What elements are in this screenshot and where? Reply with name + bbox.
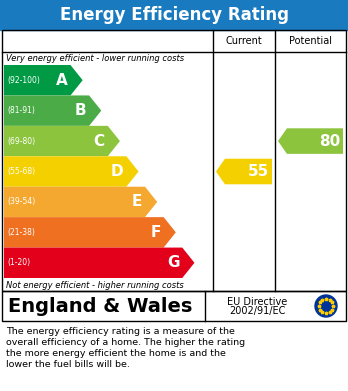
Text: 55: 55 <box>248 164 269 179</box>
Polygon shape <box>4 126 120 156</box>
Polygon shape <box>4 95 101 126</box>
Text: overall efficiency of a home. The higher the rating: overall efficiency of a home. The higher… <box>6 338 245 347</box>
Bar <box>0 0 348 30</box>
Text: (1-20): (1-20) <box>7 258 30 267</box>
Text: England & Wales: England & Wales <box>8 296 192 316</box>
Text: B: B <box>74 103 86 118</box>
Text: C: C <box>94 134 105 149</box>
Text: (92-100): (92-100) <box>7 76 40 85</box>
Polygon shape <box>4 156 139 187</box>
Bar <box>2 291 346 321</box>
Text: Current: Current <box>226 36 262 46</box>
Polygon shape <box>216 159 272 184</box>
Text: E: E <box>132 194 142 210</box>
Text: Energy Efficiency Rating: Energy Efficiency Rating <box>60 6 288 24</box>
Text: G: G <box>167 255 179 270</box>
Text: EU Directive: EU Directive <box>227 297 287 307</box>
Text: The energy efficiency rating is a measure of the: The energy efficiency rating is a measur… <box>6 327 235 336</box>
Text: 80: 80 <box>319 134 340 149</box>
Text: (55-68): (55-68) <box>7 167 35 176</box>
Polygon shape <box>4 187 157 217</box>
Polygon shape <box>4 248 195 278</box>
Text: A: A <box>56 73 68 88</box>
Text: (21-38): (21-38) <box>7 228 35 237</box>
Text: the more energy efficient the home is and the: the more energy efficient the home is an… <box>6 349 226 358</box>
Text: Not energy efficient - higher running costs: Not energy efficient - higher running co… <box>6 281 184 290</box>
Text: (69-80): (69-80) <box>7 136 35 145</box>
Text: 2002/91/EC: 2002/91/EC <box>229 306 285 316</box>
Polygon shape <box>4 217 176 248</box>
Text: (81-91): (81-91) <box>7 106 35 115</box>
Polygon shape <box>4 65 83 95</box>
Bar <box>2 30 346 291</box>
Polygon shape <box>278 128 343 154</box>
Text: Very energy efficient - lower running costs: Very energy efficient - lower running co… <box>6 54 184 63</box>
Text: lower the fuel bills will be.: lower the fuel bills will be. <box>6 360 130 369</box>
Text: (39-54): (39-54) <box>7 197 35 206</box>
Text: D: D <box>111 164 124 179</box>
Text: F: F <box>150 225 161 240</box>
Text: Potential: Potential <box>289 36 332 46</box>
Circle shape <box>315 295 337 317</box>
